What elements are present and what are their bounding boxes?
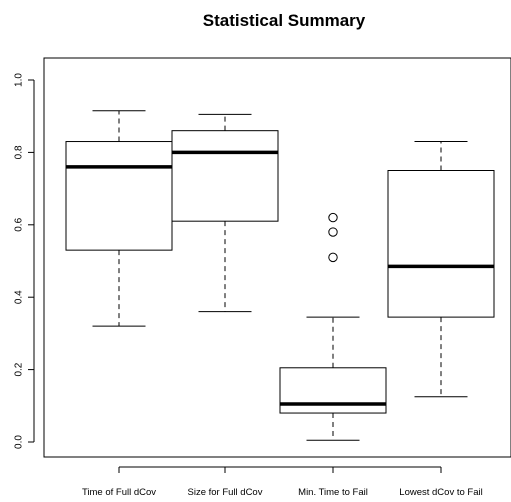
x-tick-label: Lowest dCov to Fail: [399, 487, 482, 498]
y-axis: 0.0 0.2 0.4 0.6 0.8 1.0: [14, 73, 35, 449]
box-iqr: [279, 367, 387, 414]
outlier-point: [328, 252, 338, 263]
box-2: [171, 113, 279, 313]
x-tick-label: Time of Full dCov: [82, 487, 156, 498]
box-1: [65, 110, 173, 327]
plot-frame: [43, 57, 511, 458]
box-iqr: [171, 130, 279, 222]
x-tick-label: Min. Time to Fail: [298, 487, 368, 498]
outlier-point: [328, 227, 338, 237]
outlier-point: [328, 212, 338, 223]
x-tick-label: Size for Full dCov: [188, 487, 263, 498]
y-tick-label: 1.0: [14, 73, 25, 87]
x-axis: Time of Full dCov Size for Full dCov Min. …: [82, 466, 483, 498]
chart-title: Statistical Summary: [203, 11, 366, 30]
y-tick-label: 0.8: [14, 145, 25, 159]
y-tick-label: 0.4: [14, 290, 25, 304]
y-tick-label: 0.0: [14, 435, 25, 449]
box-iqr: [65, 141, 173, 251]
box-iqr: [387, 170, 495, 318]
boxes-group: [65, 110, 495, 441]
y-tick-label: 0.6: [14, 217, 25, 231]
box-4: [387, 141, 495, 398]
box-3: [279, 212, 387, 441]
y-tick-label: 0.2: [14, 362, 25, 376]
